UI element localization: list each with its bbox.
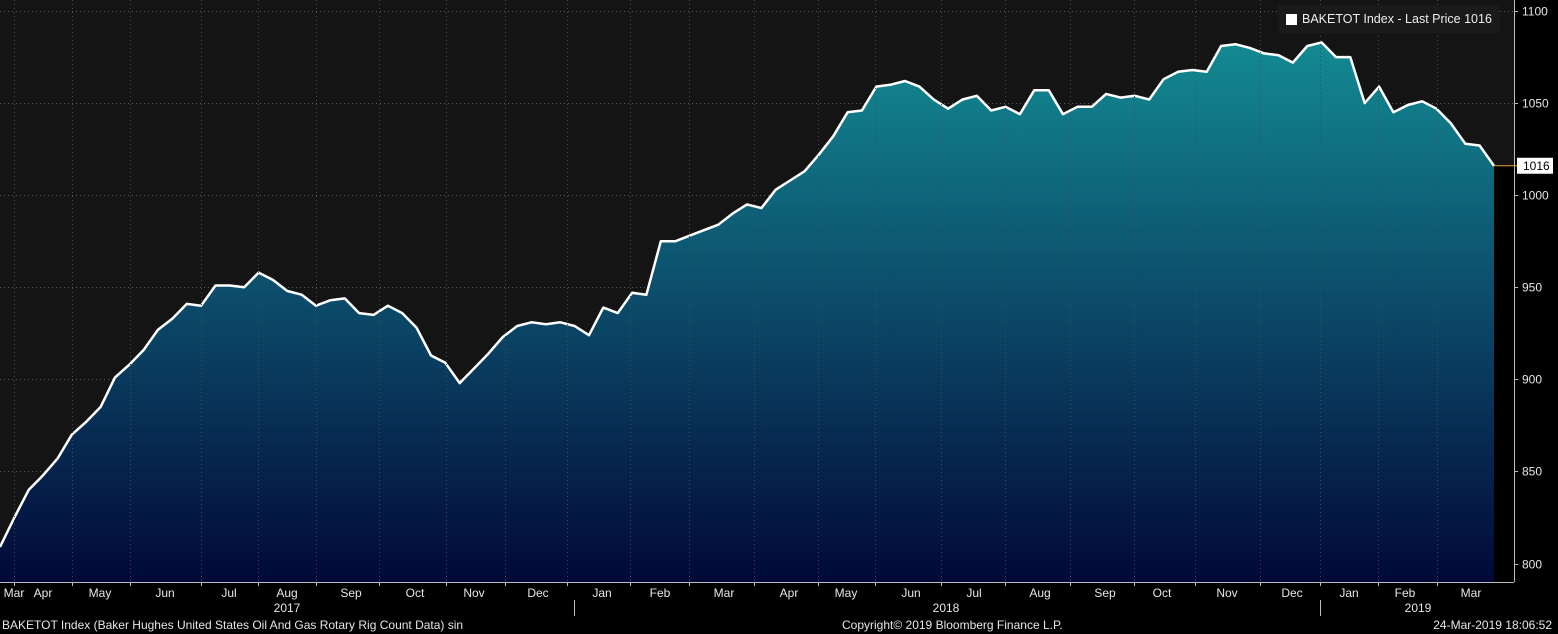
y-tick-label: 950	[1522, 281, 1542, 295]
x-tick-label: Feb	[1395, 586, 1416, 600]
x-tick-label: May	[835, 586, 858, 600]
x-tick-label: Apr	[780, 586, 799, 600]
legend-swatch	[1286, 13, 1297, 25]
x-tick-label: Nov	[1216, 586, 1237, 600]
series-area	[0, 42, 1494, 582]
last-value-label: 1016	[1523, 159, 1550, 173]
x-tick-label: Jan	[592, 586, 611, 600]
vertical-grid	[14, 0, 1438, 582]
x-tick-label: Jan	[1339, 586, 1358, 600]
x-tick-label: Sep	[340, 586, 362, 600]
last-value-box	[1517, 157, 1553, 174]
y-axis-ticks: 800 850 900 950 1000 1050 1100	[1514, 5, 1549, 572]
legend: BAKETOT Index - Last Price 1016	[1278, 5, 1500, 33]
y-tick-label: 1100	[1522, 5, 1548, 19]
year-label: 2017	[274, 601, 301, 615]
x-tick-label: Jul	[221, 586, 236, 600]
y-tick-label: 1000	[1522, 189, 1549, 203]
x-tick-label: Oct	[1153, 586, 1172, 600]
footer-copyright: Copyright© 2019 Bloomberg Finance L.P.	[842, 618, 1063, 632]
x-tick-label: Feb	[650, 586, 671, 600]
y-tick-label: 850	[1522, 465, 1542, 479]
x-tick-label: Jun	[155, 586, 174, 600]
last-value-band	[1494, 165, 1514, 582]
x-tick-label: Aug	[1029, 586, 1050, 600]
x-tick-label: Apr	[34, 586, 53, 600]
x-tick-label: Dec	[527, 586, 548, 600]
x-axis-ticks: Mar Apr May Jun Jul Aug Sep Oct Nov Dec Jan Feb Mar A…	[4, 582, 1482, 616]
x-tick-label: Aug	[276, 586, 297, 600]
series-line	[0, 41, 1496, 548]
year-label: 2018	[933, 601, 960, 615]
y-tick-label: 1050	[1522, 97, 1549, 111]
year-label: 2019	[1405, 601, 1432, 615]
legend-label: BAKETOT Index - Last Price 1016	[1302, 12, 1492, 26]
footer-description: BAKETOT Index (Baker Hughes United State…	[2, 618, 464, 632]
y-tick-label: 900	[1522, 373, 1542, 387]
x-tick-label: Mar	[1461, 586, 1482, 600]
footer-timestamp: 24-Mar-2019 18:06:52	[1433, 618, 1552, 632]
x-tick-label: Mar	[4, 586, 25, 600]
x-tick-label: Mar	[714, 586, 735, 600]
x-tick-label: Oct	[406, 586, 425, 600]
x-tick-label: May	[89, 586, 112, 600]
x-tick-label: Jun	[901, 586, 920, 600]
x-tick-label: Jul	[966, 586, 981, 600]
x-tick-label: Sep	[1094, 586, 1116, 600]
x-tick-label: Nov	[463, 586, 484, 600]
last-value-marker: 1016	[1494, 157, 1553, 174]
y-tick-label: 800	[1522, 558, 1542, 572]
x-tick-label: Dec	[1281, 586, 1302, 600]
